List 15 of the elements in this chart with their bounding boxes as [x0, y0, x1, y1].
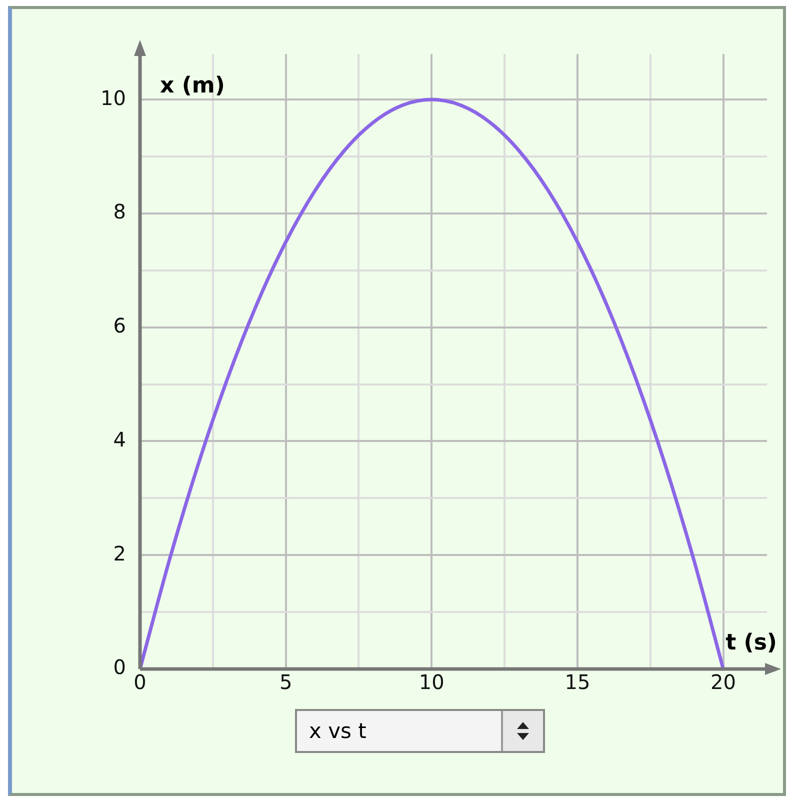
y-tick-label: 4 [113, 427, 126, 452]
y-tick-label: 2 [113, 541, 126, 566]
y-axis-title: x (m) [160, 74, 225, 99]
y-tick-label: 6 [113, 314, 126, 338]
y-tick-label: 0 [113, 655, 126, 680]
x-tick-label: 10 [418, 670, 444, 694]
x-tick-label: 15 [564, 670, 590, 694]
x-axis-title: t (s) [726, 630, 777, 656]
line-series [140, 98, 726, 669]
x-tick-label: 20 [710, 670, 736, 694]
y-tick-label: 8 [113, 200, 126, 224]
x-tick-label: 0 [134, 670, 146, 694]
x-tick-label: 5 [279, 670, 292, 694]
y-tick-label: 10 [100, 86, 126, 110]
dropdown: x vs t [295, 709, 545, 753]
